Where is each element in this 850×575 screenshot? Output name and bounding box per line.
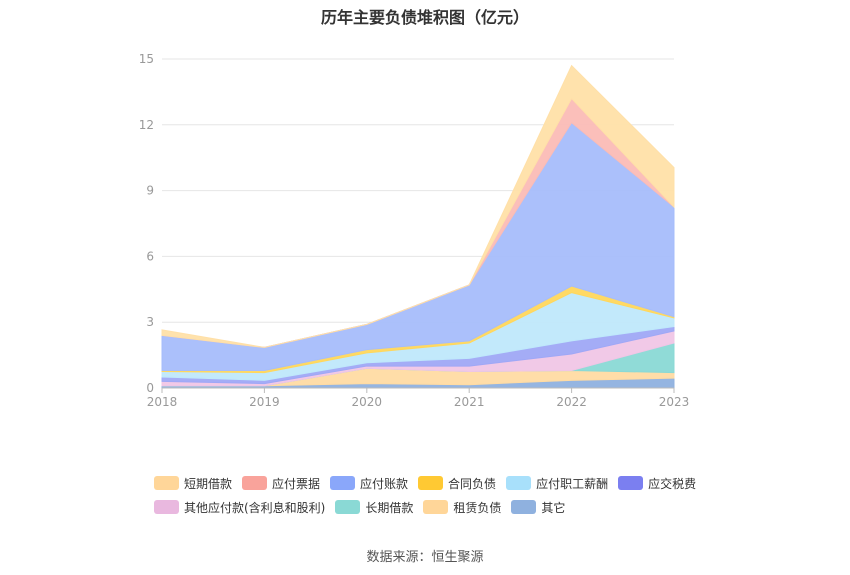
chart-legend: 短期借款 应付票据 应付账款 合同负债 应付职工薪酬 应交税费其他应付款(含利息和股利) 长… [154, 472, 754, 520]
legend-label: 应付职工薪酬 [536, 476, 609, 491]
legend-row: 短期借款 应付票据 应付账款 合同负债 应付职工薪酬 应交税费 [154, 472, 754, 494]
legend-label: 应交税费 [648, 476, 697, 491]
legend-swatch [418, 476, 444, 490]
legend-label: 应付账款 [360, 476, 409, 491]
legend-item[interactable]: 应交税费 [618, 475, 696, 492]
legend-swatch [618, 476, 644, 490]
stacked-area-chart: 0 3 6 9 12 15 2018 2019 2020 2021 2022 2023 [139, 52, 690, 409]
legend-item[interactable]: 租赁负债 [423, 499, 501, 516]
x-tick-label: 2021 [454, 395, 485, 409]
legend-label: 其他应付款(含利息和股利) [184, 500, 326, 515]
x-tick-label: 2022 [556, 395, 587, 409]
y-tick-label: 0 [146, 381, 154, 395]
y-tick-label: 6 [146, 249, 154, 263]
x-tick-label: 2019 [249, 395, 280, 409]
legend-swatch [335, 500, 361, 514]
legend-label: 其它 [541, 500, 566, 515]
legend-swatch [242, 476, 268, 490]
legend-row: 其他应付款(含利息和股利) 长期借款 租赁负债 其它 [154, 496, 754, 518]
legend-swatch [330, 476, 356, 490]
legend-swatch [154, 476, 179, 490]
legend-label: 租赁负债 [453, 500, 502, 515]
legend-swatch [423, 500, 449, 514]
chart-title: 历年主要负债堆积图（亿元） [320, 8, 529, 27]
legend-swatch [154, 500, 179, 514]
legend-item[interactable]: 其它 [511, 499, 565, 516]
legend-label: 长期借款 [365, 500, 414, 515]
legend-item[interactable]: 长期借款 [335, 499, 413, 516]
x-tick-label: 2023 [659, 395, 690, 409]
area-series [161, 64, 675, 348]
y-tick-label: 3 [146, 315, 154, 329]
y-tick-label: 15 [139, 52, 154, 66]
legend-label: 短期借款 [184, 476, 233, 491]
legend-item[interactable]: 应付职工薪酬 [506, 475, 608, 492]
x-tick-label: 2018 [147, 395, 178, 409]
legend-item[interactable]: 合同负债 [418, 475, 496, 492]
legend-item[interactable]: 短期借款 [154, 475, 232, 492]
legend-item[interactable]: 应付票据 [242, 475, 320, 492]
legend-swatch [511, 500, 537, 514]
y-tick-label: 9 [146, 184, 154, 198]
legend-item[interactable]: 其他应付款(含利息和股利) [154, 499, 325, 516]
legend-item[interactable]: 应付账款 [330, 475, 408, 492]
legend-label: 应付票据 [272, 476, 321, 491]
y-tick-label: 12 [139, 118, 154, 132]
legend-swatch [506, 476, 532, 490]
legend-label: 合同负债 [448, 476, 497, 491]
x-tick-label: 2020 [352, 395, 383, 409]
data-source-note: 数据来源：恒生聚源 [366, 550, 484, 565]
